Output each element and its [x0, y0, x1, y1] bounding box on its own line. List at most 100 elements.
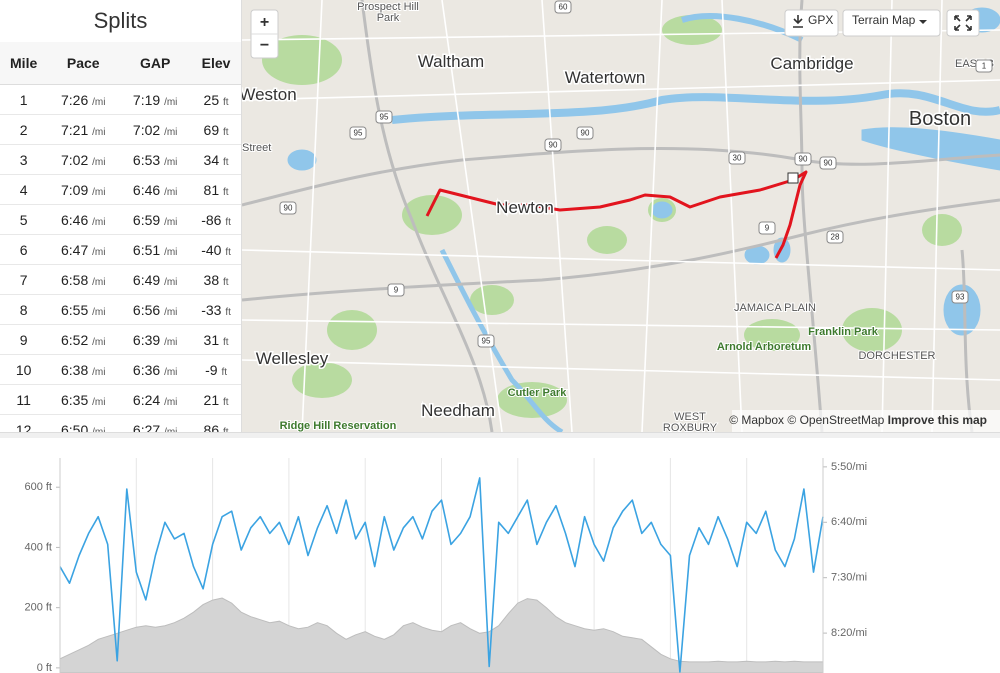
- resize-divider[interactable]: [0, 432, 1000, 438]
- mile-cell: 2: [0, 114, 48, 145]
- road-shield: [819, 156, 837, 170]
- map-label: Park: [377, 12, 400, 24]
- mile-cell: 8: [0, 294, 48, 325]
- gap-cell: 7:02 /mi: [119, 114, 192, 145]
- y-tick-label: 400 ft: [24, 541, 52, 553]
- road-shield: [951, 290, 969, 304]
- pace-value: 6:52: [60, 331, 89, 348]
- road-shield-label: 60: [559, 3, 568, 12]
- road-shield: [728, 151, 746, 165]
- elev-unit: ft: [223, 126, 229, 138]
- pace-cell: 6:50 /mi: [47, 414, 120, 433]
- zoom-out[interactable]: −: [260, 37, 269, 54]
- column-header: Mile: [0, 42, 48, 85]
- water: [287, 7, 1000, 432]
- road-shield-label: 95: [354, 129, 363, 138]
- road-shield-label: 93: [956, 293, 965, 302]
- gap-cell: 6:39 /mi: [119, 324, 192, 355]
- pace-value: 7:02: [60, 151, 89, 168]
- mile-cell: 4: [0, 174, 48, 205]
- road-shield-label: 90: [284, 204, 293, 213]
- pace-unit: /mi: [92, 426, 106, 433]
- pace-value: 6:58: [60, 271, 89, 288]
- pace-value: 6:38: [60, 361, 89, 378]
- gpx-button[interactable]: GPX: [784, 9, 839, 37]
- road-shield: [826, 230, 844, 244]
- elev-unit: ft: [223, 186, 229, 198]
- road-shield-label: 90: [824, 159, 833, 168]
- pace-value: 6:47: [60, 241, 89, 258]
- map-label: Street: [242, 142, 271, 154]
- road-shield-label: 90: [549, 141, 558, 150]
- map-label: Newton: [496, 198, 554, 217]
- elev-unit: ft: [223, 396, 229, 408]
- gpx-label[interactable]: GPX: [808, 13, 833, 27]
- zoom-in[interactable]: +: [260, 14, 269, 31]
- map[interactable]: Prospect Hill Park Waltham Watertown Cam…: [242, 0, 1000, 432]
- mile-cell: 10: [0, 354, 48, 385]
- split-row: 1 7:26 /mi 7:19 /mi 25 ft: [0, 84, 241, 115]
- pace-cell: 7:26 /mi: [47, 84, 120, 115]
- attribution-mapbox[interactable]: © Mapbox: [729, 413, 784, 427]
- elev-cell: 38 ft: [191, 264, 241, 295]
- gap-value: 6:53: [132, 151, 161, 168]
- attribution: © Mapbox © OpenStreetMap Improve this ma…: [729, 413, 987, 427]
- elev-value: 38: [203, 271, 220, 288]
- pace-value: 6:50: [60, 421, 89, 433]
- pace-value: 7:09: [60, 181, 89, 198]
- split-row: 6 6:47 /mi 6:51 /mi -40 ft: [0, 234, 241, 265]
- map-label: Ridge Hill Reservation: [280, 420, 397, 432]
- pace-value: 6:35: [60, 391, 89, 408]
- road-shield-label: 9: [394, 286, 399, 295]
- column-header: Elev: [191, 42, 241, 85]
- road-shield: [758, 221, 776, 235]
- road-shield-label: 95: [482, 337, 491, 346]
- mile-cell: 9: [0, 324, 48, 355]
- pace-unit: /mi: [92, 306, 106, 318]
- elev-cell: 86 ft: [191, 414, 241, 432]
- elev-value: 25: [203, 91, 220, 108]
- mile-cell: 5: [0, 204, 48, 235]
- gap-value: 7:02: [132, 121, 161, 138]
- pace-unit: /mi: [92, 246, 106, 258]
- gap-unit: /mi: [164, 186, 178, 198]
- road-shield-label: 1: [982, 62, 987, 71]
- pace-cell: 6:35 /mi: [47, 384, 120, 415]
- elev-value: -33: [201, 301, 222, 318]
- pace-unit: /mi: [92, 156, 106, 168]
- pace-cell: 7:09 /mi: [47, 174, 120, 205]
- fullscreen-button[interactable]: [946, 9, 980, 37]
- map-label: ROXBURY: [663, 422, 718, 432]
- road-shields: 95 95 95 90 90 90 90 90 30 9 9 28 93 60 1: [279, 0, 993, 348]
- gap-unit: /mi: [164, 246, 178, 258]
- elev-value: 69: [203, 121, 220, 138]
- gap-unit: /mi: [164, 126, 178, 138]
- y2-tick-label: 6:40/mi: [831, 516, 867, 528]
- pace-unit: /mi: [92, 216, 106, 228]
- pace-value: 6:46: [60, 211, 89, 228]
- gap-cell: 6:49 /mi: [119, 264, 192, 295]
- split-row: 10 6:38 /mi 6:36 /mi -9 ft: [0, 354, 241, 385]
- road-shield: [279, 201, 297, 215]
- split-row: 9 6:52 /mi 6:39 /mi 31 ft: [0, 324, 241, 355]
- pace-cell: 6:52 /mi: [47, 324, 120, 355]
- gap-value: 6:24: [132, 391, 161, 408]
- column-header: Pace: [47, 42, 120, 85]
- gap-cell: 6:53 /mi: [119, 144, 192, 175]
- zoom-control: + −: [250, 9, 279, 59]
- pace-value: 6:55: [60, 301, 89, 318]
- attribution-osm[interactable]: © OpenStreetMap: [787, 413, 884, 427]
- elev-unit: ft: [223, 336, 229, 348]
- map-label: Boston: [909, 108, 971, 130]
- map-label: Prospect Hill: [357, 1, 419, 13]
- attribution-improve[interactable]: Improve this map: [888, 413, 987, 427]
- road-shield-label: 90: [581, 129, 590, 138]
- elev-value: 81: [203, 181, 220, 198]
- map-type-button[interactable]: Terrain Map: [842, 9, 941, 37]
- elev-cell: -86 ft: [191, 204, 241, 235]
- map-type-label[interactable]: Terrain Map: [852, 13, 916, 27]
- roads: [242, 0, 1000, 432]
- road-shield: [387, 283, 405, 297]
- mile-cell: 12: [0, 414, 48, 432]
- pace-cell: 6:55 /mi: [47, 294, 120, 325]
